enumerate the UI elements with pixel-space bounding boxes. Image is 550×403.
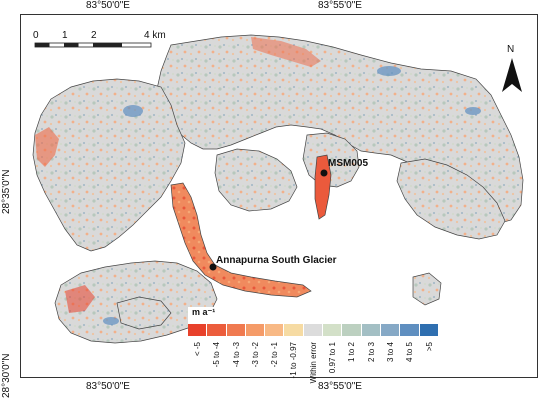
scale-label-1: 1 — [62, 30, 68, 41]
legend-swatch — [188, 324, 208, 336]
legend-label-wrap: -4 to -3 — [227, 342, 246, 376]
latitude-label-1: 28°35'0"N — [1, 169, 12, 215]
legend-label-wrap: -2 to -1 — [265, 342, 284, 376]
legend-swatches — [188, 324, 439, 336]
glacier-outline-west — [32, 78, 186, 252]
legend-labels: < -5 -5 to -4 -4 to -3 -3 to -2 -2 to -1 -1 t… — [188, 342, 439, 383]
legend-swatch — [207, 324, 227, 336]
legend-swatch — [342, 324, 362, 336]
legend-label: -4 to -3 — [231, 342, 241, 368]
legend-label: 1 to 2 — [347, 342, 357, 363]
legend-label: -3 to -2 — [250, 342, 260, 368]
legend-label-wrap: 3 to 4 — [381, 342, 400, 376]
legend-label: 2 to 3 — [366, 342, 376, 363]
legend-unit: m a⁻¹ — [192, 307, 216, 317]
legend-swatch — [361, 324, 381, 336]
north-arrow-icon — [502, 58, 522, 92]
legend-swatch — [323, 324, 343, 336]
legend-label-wrap: -1 to -0.97 — [284, 342, 303, 379]
glacier-map — [32, 34, 524, 344]
legend-label: -1 to -0.97 — [289, 342, 299, 379]
legend-label: Within error — [308, 342, 318, 384]
glacier-sw-red — [65, 285, 95, 313]
legend-label: < -5 — [193, 342, 202, 357]
legend-label-wrap: 0.97 to 1 — [323, 342, 342, 376]
legend-swatch — [226, 324, 246, 336]
legend-swatch — [380, 324, 401, 336]
glacier-outline-southeast — [412, 272, 442, 306]
legend-swatch — [419, 324, 439, 336]
legend-label: 3 to 4 — [385, 342, 395, 363]
legend-swatch — [400, 324, 420, 336]
legend-label-wrap: -3 to -2 — [246, 342, 265, 376]
msm005-tongue — [314, 154, 332, 220]
glacier-west-red — [35, 127, 59, 167]
map-frame — [20, 14, 538, 378]
legend-label-wrap: >5 — [420, 342, 439, 376]
legend-label-wrap: -5 to -4 — [207, 342, 226, 376]
longitude-label-bottom-2: 83°55'0"E — [318, 381, 362, 392]
legend-label: 4 to 5 — [405, 342, 415, 363]
glacier-red-ridge — [251, 37, 321, 67]
legend-label-wrap: < -5 — [188, 342, 207, 376]
legend-label: >5 — [424, 342, 434, 352]
msm005-marker — [320, 169, 328, 177]
legend-label-wrap: 4 to 5 — [400, 342, 419, 376]
legend-swatch — [245, 324, 266, 336]
place-label-msm005: MSM005 — [328, 158, 369, 169]
positive-change-patches — [103, 66, 481, 325]
longitude-label-top-2: 83°55'0"E — [318, 0, 362, 11]
legend-label: -5 to -4 — [212, 342, 222, 368]
annapurna-south-marker — [209, 263, 217, 271]
scale-label-4km: 4 km — [144, 30, 166, 41]
legend-label-wrap: 2 to 3 — [362, 342, 381, 376]
scale-bar — [34, 42, 152, 48]
annapurna-south-tongue — [170, 182, 312, 298]
north-arrow-label: N — [507, 44, 515, 55]
legend-swatch — [303, 324, 324, 336]
legend-label-wrap: Within error — [304, 342, 323, 383]
longitude-label-top-1: 83°50'0"E — [86, 0, 130, 11]
legend-label-wrap: 1 to 2 — [342, 342, 361, 376]
latitude-label-2: 28°30'0"N — [1, 353, 12, 399]
glacier-surface — [32, 34, 524, 344]
longitude-label-bottom-1: 83°50'0"E — [86, 381, 130, 392]
legend: m a⁻¹ < -5 -5 to -4 -4 to -3 -3 to -2 -2 to … — [188, 307, 536, 383]
legend-swatch — [265, 324, 285, 336]
place-label-annapurna-south: Annapurna South Glacier — [216, 255, 337, 266]
legend-label: 0.97 to 1 — [328, 342, 338, 374]
scale-label-0: 0 — [33, 30, 39, 41]
legend-label: -2 to -1 — [270, 342, 280, 368]
glacier-outline-central — [214, 148, 298, 212]
legend-swatch — [284, 324, 304, 336]
glacier-outline-east — [396, 158, 506, 240]
scale-label-2: 2 — [91, 30, 97, 41]
glacier-outline-south-central — [116, 296, 172, 330]
north-arrow: N — [500, 44, 524, 94]
